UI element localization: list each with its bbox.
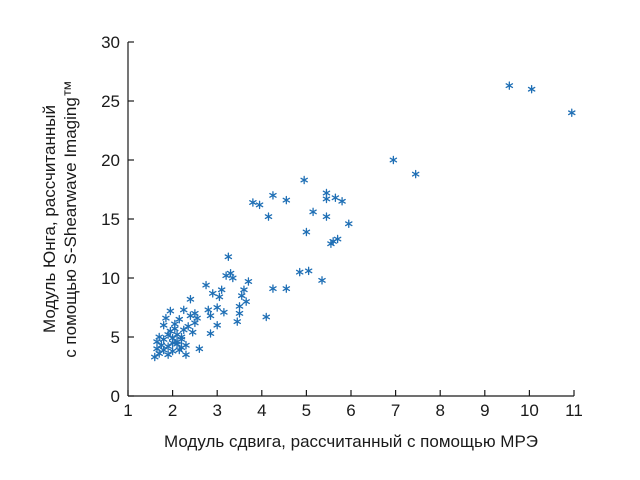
x-tick-label: 11 [565,401,583,420]
y-axis-title: Модуль Юнга, рассчитанный с помощью S-Sh… [40,80,80,358]
data-point [262,312,271,322]
data-point [302,227,311,237]
data-point [255,200,264,210]
data-point [206,311,215,321]
data-point [215,292,224,302]
x-tick-label: 3 [212,401,221,420]
data-point [233,317,242,326]
data-point [162,313,170,323]
data-point [220,307,228,317]
x-tick-label: 5 [302,401,311,420]
data-point [208,289,217,298]
data-point [282,195,291,205]
data-point [195,344,204,354]
data-point [304,266,313,276]
data-point [168,333,177,343]
data-point [159,335,168,344]
data-point [300,175,308,185]
data-point [229,273,237,283]
y-tick-label: 25 [101,92,120,111]
data-point [166,306,175,316]
data-point [309,207,317,217]
data-point [411,169,420,179]
data-point [295,267,304,277]
x-tick-label: 1 [123,401,132,420]
data-point [282,284,291,293]
data-point [164,350,172,359]
y-ticks: 0 5 10 15 20 25 30 [101,33,134,406]
data-point [224,252,233,262]
data-point [505,81,514,90]
data-point [235,302,244,311]
y-tick-label: 0 [111,387,120,406]
data-point [159,345,168,355]
data-point [186,311,195,321]
data-point [222,271,230,280]
x-tick-label: 2 [168,401,177,420]
data-point [182,341,190,350]
y-tick-label: 15 [101,210,120,229]
y-tick-label: 30 [101,33,120,52]
data-point [269,191,277,200]
data-point [164,342,172,351]
data-point [155,349,163,358]
data-point [389,155,398,165]
data-point [206,329,215,338]
data-point [322,212,331,221]
data-point [242,297,250,306]
data-point [338,197,346,206]
data-point [193,313,201,323]
data-point [202,280,210,290]
axes: 0 5 10 15 20 25 30 1 2 3 4 5 6 7 8 9 10 11 [101,33,583,420]
y-tick-label: 20 [101,151,120,170]
data-point [240,285,248,295]
data-point [244,277,253,286]
x-tick-label: 6 [346,401,355,420]
x-tick-label: 10 [520,401,539,420]
data-point [179,305,188,315]
y-tick-label: 5 [111,328,120,347]
data-point [171,324,179,333]
data-point [345,219,353,228]
data-point [527,84,536,94]
data-point [177,332,186,342]
data-point [331,193,340,203]
x-tick-label: 8 [435,401,444,420]
data-point [188,328,197,337]
data-point [204,305,213,315]
data-point [322,188,331,198]
y-axis-title-line-1: Модуль Юнга, рассчитанный [40,105,59,333]
data-point [150,352,159,362]
data-point [182,350,190,359]
data-point [213,320,221,330]
x-tick-label: 9 [480,401,489,420]
x-tick-label: 7 [391,401,400,420]
x-tick-label: 4 [257,401,266,420]
data-point [159,320,168,330]
data-point [179,325,188,335]
x-ticks: 1 2 3 4 5 6 7 8 9 10 11 [123,390,583,420]
y-tick-label: 10 [101,269,120,288]
data-point [318,276,326,285]
data-points [150,81,576,362]
data-point [237,291,246,300]
data-point [269,284,277,293]
data-point [249,198,257,207]
data-point [333,234,342,244]
data-point [217,285,226,295]
data-point [184,322,192,331]
data-point [235,309,244,318]
data-point [264,212,273,221]
x-axis-title: Модуль сдвига, рассчитанный с помощью МР… [164,432,538,451]
data-point [186,294,195,304]
y-axis-title-line-2: с помощью S-Shearwave Imaging™ [61,80,80,358]
data-point [168,346,177,356]
data-point [213,303,221,312]
data-point [175,315,184,324]
data-point [568,108,576,118]
